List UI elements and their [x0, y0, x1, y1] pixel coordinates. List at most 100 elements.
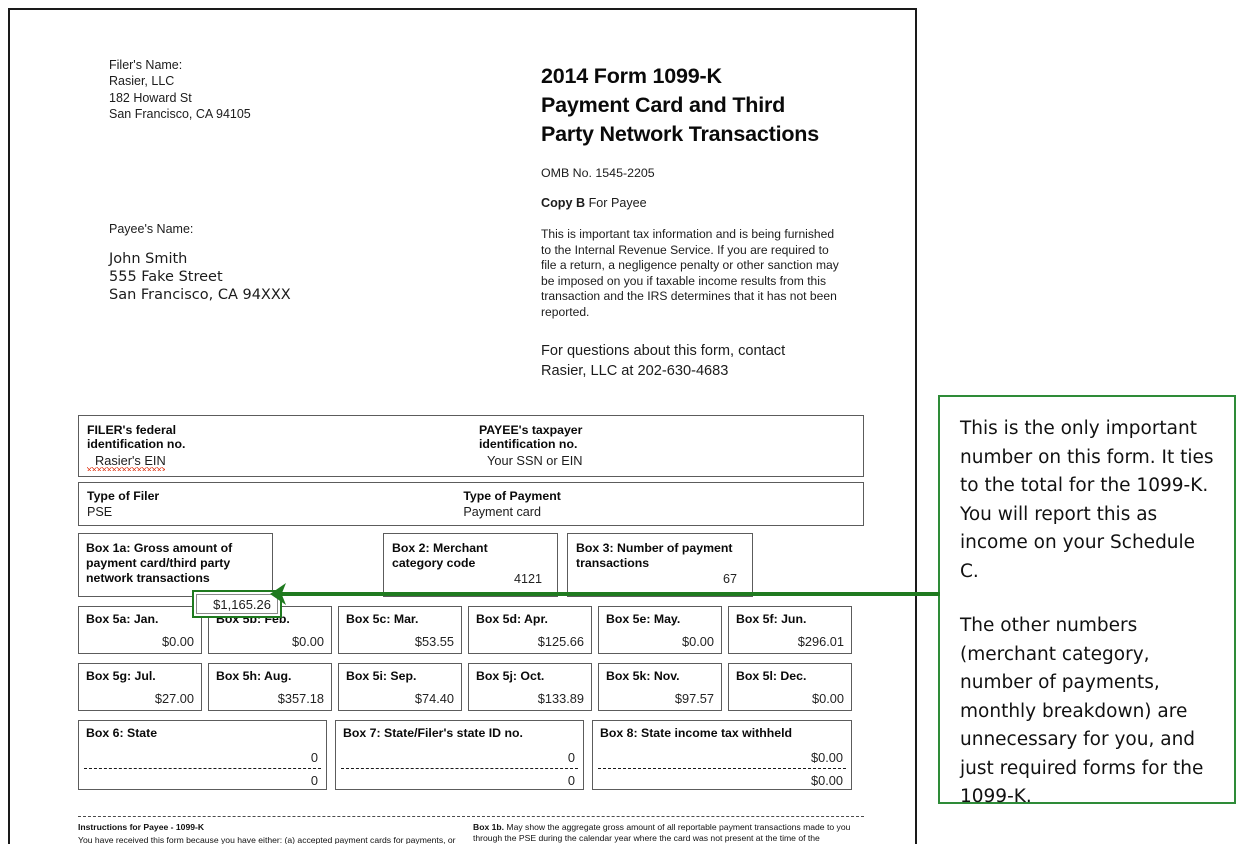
form-title: 2014 Form 1099-K Payment Card and Third …	[541, 62, 881, 149]
month-box-5l-label: Box 5l: Dec.	[736, 669, 807, 683]
month-box-5j-value: $133.89	[537, 691, 584, 706]
month-box-5k-label: Box 5k: Nov.	[606, 669, 680, 683]
month-box-5f-label: Box 5f: Jun.	[736, 612, 807, 626]
box-3-label-line1: Box 3: Number of payment	[576, 541, 733, 555]
form-title-line3: Party Network Transactions	[541, 122, 819, 146]
box-1a: Box 1a: Gross amount of payment card/thi…	[78, 533, 273, 597]
box-8-value-2: $0.00	[810, 773, 843, 788]
month-box-5l: Box 5l: Dec. $0.00	[728, 663, 852, 711]
omb-number: OMB No. 1545-2205	[541, 166, 655, 180]
month-box-5f: Box 5f: Jun. $296.01	[728, 606, 852, 654]
box-2-merchant-category-code: Box 2: Merchant category code 4121	[383, 533, 558, 597]
filer-id-value: Rasier's EIN	[87, 451, 174, 471]
month-box-5c-value: $53.55	[414, 634, 454, 649]
payee-name: John Smith	[109, 251, 188, 267]
month-box-5d: Box 5d: Apr. $125.66	[468, 606, 592, 654]
type-row: Type of Filer PSE Type of Payment Paymen…	[78, 482, 864, 526]
month-box-5f-value: $296.01	[797, 634, 844, 649]
box-6-state: Box 6: State 0 0	[78, 720, 327, 790]
box-2-value: 4121	[513, 572, 542, 586]
month-box-5c: Box 5c: Mar. $53.55	[338, 606, 462, 654]
box-7-value-1: 0	[567, 750, 575, 765]
box-3-number-of-transactions: Box 3: Number of payment transactions 67	[567, 533, 753, 597]
box-8-label: Box 8: State income tax withheld	[600, 726, 793, 740]
box-7-divider	[341, 768, 578, 769]
month-box-5e-value: $0.00	[681, 634, 714, 649]
form-1099k-page: Filer's Name: Rasier, LLC 182 Howard St …	[8, 8, 917, 844]
box-8-value-1: $0.00	[810, 750, 843, 765]
month-box-5a: Box 5a: Jan. $0.00	[78, 606, 202, 654]
payee-city-state-zip: San Francisco, CA 94XXX	[109, 287, 291, 303]
month-box-5i-label: Box 5i: Sep.	[346, 669, 417, 683]
annotation-connector-line	[272, 592, 940, 596]
month-box-5h-label: Box 5h: Aug.	[216, 669, 292, 683]
month-box-5d-label: Box 5d: Apr.	[476, 612, 548, 626]
contact-info: For questions about this form, contact R…	[541, 342, 881, 381]
month-box-5h: Box 5h: Aug. $357.18	[208, 663, 332, 711]
footer-left-body: You have received this form because you …	[78, 835, 456, 844]
filer-id-label-line1: FILER's federal	[87, 423, 177, 437]
footer-right-label: Box 1b.	[473, 822, 505, 832]
box-1a-label-line2: payment card/third party	[86, 556, 231, 570]
copy-designation: Copy B For Payee	[541, 196, 881, 210]
payee-id-label-line1: PAYEE's taxpayer	[479, 423, 583, 437]
box-1a-value: $1,165.26	[196, 594, 278, 614]
month-box-5j: Box 5j: Oct. $133.89	[468, 663, 592, 711]
box-8-state-income-tax-withheld: Box 8: State income tax withheld $0.00 $…	[592, 720, 852, 790]
monthly-row-second-half: Box 5g: Jul. $27.00 Box 5h: Aug. $357.18…	[78, 663, 864, 711]
form-boxes: FILER's federal identification no. Rasie…	[78, 415, 864, 790]
form-title-line2: Payment Card and Third	[541, 93, 786, 117]
contact-line1: For questions about this form, contact	[541, 343, 786, 359]
box-7-label: Box 7: State/Filer's state ID no.	[343, 726, 523, 740]
filer-street: 182 Howard St	[109, 90, 192, 105]
form-header-right: 2014 Form 1099-K Payment Card and Third …	[541, 62, 881, 381]
contact-line2: Rasier, LLC at 202-630-4683	[541, 362, 729, 379]
month-box-5c-label: Box 5c: Mar.	[346, 612, 419, 626]
box-6-divider	[84, 768, 321, 769]
form-title-line1: 2014 Form 1099-K	[541, 64, 722, 88]
box-1a-label-line3: network transactions	[86, 571, 210, 585]
type-of-filer-cell: Type of Filer PSE	[79, 483, 455, 525]
month-box-5l-value: $0.00	[811, 691, 844, 706]
box-7-state-filer-id: Box 7: State/Filer's state ID no. 0 0	[335, 720, 584, 790]
footer-right-body: May show the aggregate gross amount of a…	[473, 822, 851, 844]
month-box-5d-value: $125.66	[537, 634, 584, 649]
month-box-5i-value: $74.40	[414, 691, 454, 706]
copy-label: Copy B	[541, 196, 586, 210]
box-2-label-line1: Box 2: Merchant	[392, 541, 488, 555]
payee-label: Payee's Name:	[109, 222, 194, 236]
month-box-5b-value: $0.00	[291, 634, 324, 649]
filer-name: Rasier, LLC	[109, 74, 175, 89]
filer-id-label-line2: identification no.	[87, 437, 186, 451]
annotation-callout: This is the only important number on thi…	[938, 395, 1236, 807]
type-of-payment-value: Payment card	[463, 505, 542, 519]
annotation-paragraph-2: The other numbers (merchant category, nu…	[960, 615, 1204, 807]
box-2-label-line2: category code	[392, 556, 476, 570]
box-1a-2-3-row: Box 1a: Gross amount of payment card/thi…	[78, 533, 864, 618]
month-box-5k: Box 5k: Nov. $97.57	[598, 663, 722, 711]
footer-right: Box 1b. May show the aggregate gross amo…	[473, 822, 865, 844]
type-of-filer-value: PSE	[87, 505, 113, 519]
annotation-paragraph-1: This is the only important number on thi…	[960, 418, 1214, 582]
month-box-5e-label: Box 5e: May.	[606, 612, 681, 626]
gross-amount-highlight: $1,165.26	[192, 590, 282, 618]
box-1a-label-line1: Box 1a: Gross amount of	[86, 541, 233, 555]
box-3-label-line2: transactions	[576, 556, 650, 570]
month-box-5h-value: $357.18	[277, 691, 324, 706]
identification-row: FILER's federal identification no. Rasie…	[78, 415, 864, 477]
type-of-filer-label: Type of Filer	[87, 489, 160, 503]
month-box-5g-value: $27.00	[154, 691, 194, 706]
month-box-5e: Box 5e: May. $0.00	[598, 606, 722, 654]
filer-id-cell: FILER's federal identification no. Rasie…	[79, 416, 471, 476]
copy-for-payee: For Payee	[585, 196, 647, 210]
month-box-5g: Box 5g: Jul. $27.00	[78, 663, 202, 711]
box-6-label: Box 6: State	[86, 726, 158, 740]
legal-notice: This is important tax information and is…	[541, 227, 839, 319]
footer-left-title: Instructions for Payee - 1099-K	[78, 822, 205, 832]
filer-block: Filer's Name: Rasier, LLC 182 Howard St …	[109, 57, 489, 123]
payee-id-value: Your SSN or EIN	[487, 453, 583, 468]
footer-divider	[78, 816, 864, 817]
box-6-value-2: 0	[310, 773, 318, 788]
state-row: Box 6: State 0 0 Box 7: State/Filer's st…	[78, 720, 864, 790]
type-of-payment-cell: Type of Payment Payment card	[455, 483, 863, 525]
